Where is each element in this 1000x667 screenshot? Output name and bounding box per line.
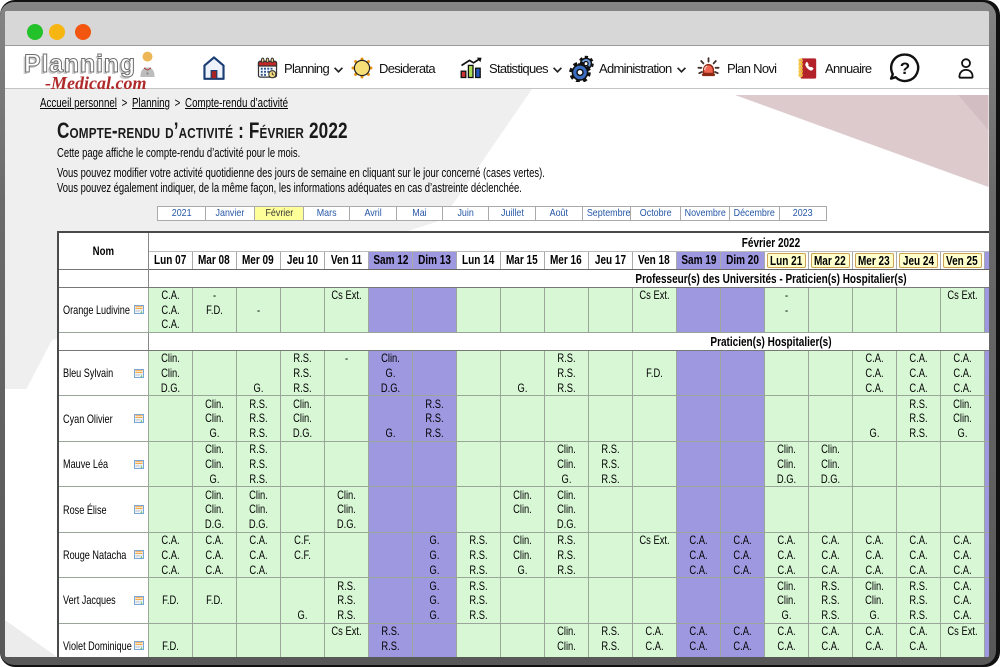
svg-text:?: ?	[900, 59, 910, 78]
